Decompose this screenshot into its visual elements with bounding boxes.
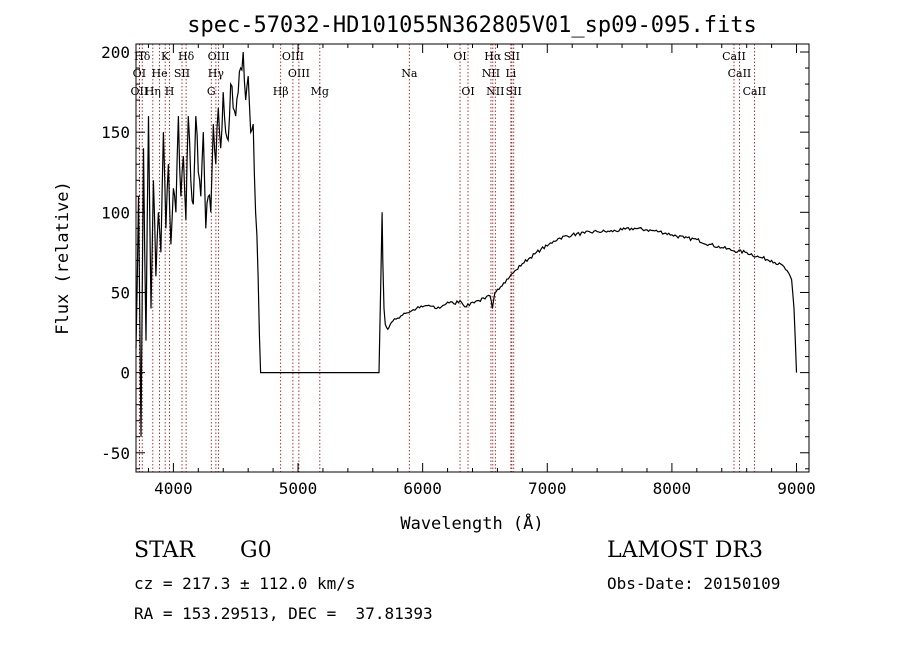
plot-frame — [135, 43, 810, 473]
line-label: CaII — [722, 50, 746, 63]
line-label: SII — [506, 85, 522, 98]
line-label: NII — [486, 85, 504, 98]
line-label: OI — [133, 67, 146, 80]
line-label: Hη — [145, 85, 161, 98]
line-label: K — [161, 50, 170, 63]
x-axis: 4000 5000 6000 7000 8000 9000 — [147, 44, 816, 498]
x-tick-label: 8000 — [653, 479, 692, 498]
spectral-subclass: G0 — [240, 538, 272, 563]
line-label: Mg — [311, 85, 329, 98]
y-tick-label: 100 — [101, 203, 130, 222]
line-label: G — [207, 85, 216, 98]
y-axis-label: Flux (relative) — [53, 181, 73, 335]
spectrum-chart: spec-57032-HD101055N362805V01_sp09-095.f… — [53, 13, 816, 534]
line-label: OIII — [282, 50, 304, 63]
y-tick-label: 150 — [101, 123, 130, 142]
line-label: Hδ — [178, 50, 195, 63]
y-tick-label: 50 — [111, 283, 130, 302]
line-label: Li — [505, 67, 516, 80]
x-axis-label: Wavelength (Å) — [400, 512, 543, 534]
survey-name: LAMOST DR3 — [607, 538, 763, 563]
x-tick-label: 6000 — [403, 479, 442, 498]
coordinates: RA = 153.29513, DEC = 37.81393 — [134, 604, 433, 623]
line-label: H — [165, 85, 175, 98]
object-class: STAR — [134, 538, 195, 563]
y-tick-label: 0 — [120, 364, 130, 383]
line-label: He — [152, 67, 168, 80]
line-label: SII — [504, 50, 520, 63]
line-label: CaII — [728, 67, 752, 80]
line-label: Hα — [484, 50, 502, 63]
line-label: OI — [453, 50, 466, 63]
x-tick-label: 4000 — [154, 479, 193, 498]
x-tick-label: 7000 — [528, 479, 567, 498]
line-label: Na — [401, 67, 418, 80]
line-label: Hδ — [134, 50, 151, 63]
chart-title: spec-57032-HD101055N362805V01_sp09-095.f… — [187, 13, 757, 38]
y-tick-label: 200 — [101, 43, 130, 62]
line-label: Hβ — [273, 85, 289, 98]
line-label: OIII — [288, 67, 310, 80]
y-axis: -50 0 50 100 150 200 — [101, 43, 809, 470]
line-label: OI — [461, 85, 474, 98]
redshift-cz: cz = 217.3 ± 112.0 km/s — [134, 574, 356, 593]
y-tick-label: -50 — [101, 444, 130, 463]
line-label: NII — [482, 67, 500, 80]
line-label: SII — [174, 67, 190, 80]
line-label: OII — [131, 85, 149, 98]
observation-date: Obs-Date: 20150109 — [607, 574, 781, 593]
line-label: OIII — [208, 50, 230, 63]
x-tick-label: 9000 — [777, 479, 816, 498]
spectrum-line — [135, 51, 798, 437]
line-label: Hγ — [208, 67, 225, 80]
line-label: CaII — [743, 85, 767, 98]
emission-line-markers — [138, 44, 755, 472]
x-tick-label: 5000 — [279, 479, 318, 498]
